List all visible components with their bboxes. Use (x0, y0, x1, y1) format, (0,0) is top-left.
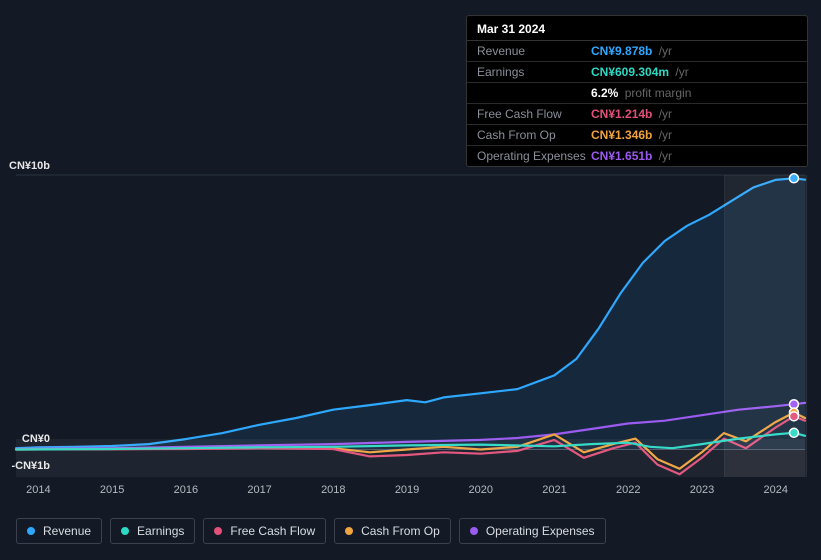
tooltip-unit: /yr (655, 128, 672, 142)
tooltip-profit-label: profit margin (621, 86, 691, 100)
legend-label: Free Cash Flow (230, 524, 315, 538)
negative-band (16, 439, 805, 477)
tooltip-row-revenue: RevenueCN¥9.878b /yr (467, 41, 807, 62)
x-tick-label: 2020 (469, 484, 493, 496)
legend-label: Cash From Op (361, 524, 440, 538)
tooltip-label: Operating Expenses (477, 149, 591, 163)
legend-dot (27, 527, 35, 535)
legend-dot (121, 527, 129, 535)
x-tick-label: 2022 (616, 484, 640, 496)
legend-item-earnings[interactable]: Earnings (110, 518, 195, 544)
tooltip-value: CN¥9.878b (591, 44, 652, 58)
x-tick-label: 2023 (690, 484, 714, 496)
legend-dot (214, 527, 222, 535)
y-tick-label: CN¥10b (0, 160, 50, 172)
chart-plot-area[interactable] (16, 175, 805, 477)
legend-item-fcf[interactable]: Free Cash Flow (203, 518, 326, 544)
tooltip-value: CN¥609.304m (591, 65, 669, 79)
x-tick-label: 2014 (26, 484, 50, 496)
legend: Revenue Earnings Free Cash Flow Cash From O… (16, 518, 606, 544)
legend-dot (470, 527, 478, 535)
legend-label: Earnings (137, 524, 184, 538)
tooltip-value: CN¥1.651b (591, 149, 652, 163)
x-tick-label: 2024 (764, 484, 788, 496)
tooltip-label: Free Cash Flow (477, 107, 591, 121)
legend-item-cfo[interactable]: Cash From Op (334, 518, 451, 544)
x-tick-label: 2018 (321, 484, 345, 496)
legend-item-opex[interactable]: Operating Expenses (459, 518, 606, 544)
tooltip-profit-pct: 6.2% (591, 86, 618, 100)
tooltip-value: CN¥1.346b (591, 128, 652, 142)
tooltip-unit: /yr (672, 65, 689, 79)
legend-item-revenue[interactable]: Revenue (16, 518, 102, 544)
tooltip-date: Mar 31 2024 (467, 16, 807, 41)
x-tick-label: 2021 (542, 484, 566, 496)
tooltip-unit: /yr (655, 44, 672, 58)
hover-band (724, 175, 807, 477)
tooltip-row-earnings: EarningsCN¥609.304m /yr (467, 62, 807, 83)
legend-dot (345, 527, 353, 535)
tooltip-value: CN¥1.214b (591, 107, 652, 121)
legend-label: Revenue (43, 524, 91, 538)
x-tick-label: 2015 (100, 484, 124, 496)
legend-label: Operating Expenses (486, 524, 595, 538)
tooltip-unit: /yr (655, 149, 672, 163)
x-tick-label: 2017 (247, 484, 271, 496)
tooltip-label: Revenue (477, 44, 591, 58)
tooltip-label: Cash From Op (477, 128, 591, 142)
x-tick-label: 2016 (174, 484, 198, 496)
x-tick-label: 2019 (395, 484, 419, 496)
tooltip-label: Earnings (477, 65, 591, 79)
tooltip-unit: /yr (655, 107, 672, 121)
tooltip-row-earnings-extra: 6.2% profit margin (467, 83, 807, 104)
tooltip-row-fcf: Free Cash FlowCN¥1.214b /yr (467, 104, 807, 125)
hover-tooltip: Mar 31 2024 RevenueCN¥9.878b /yrEarnings… (466, 15, 808, 167)
tooltip-row-cfo: Cash From OpCN¥1.346b /yr (467, 125, 807, 146)
tooltip-row-opex: Operating ExpensesCN¥1.651b /yr (467, 146, 807, 166)
chart-svg (16, 175, 805, 477)
